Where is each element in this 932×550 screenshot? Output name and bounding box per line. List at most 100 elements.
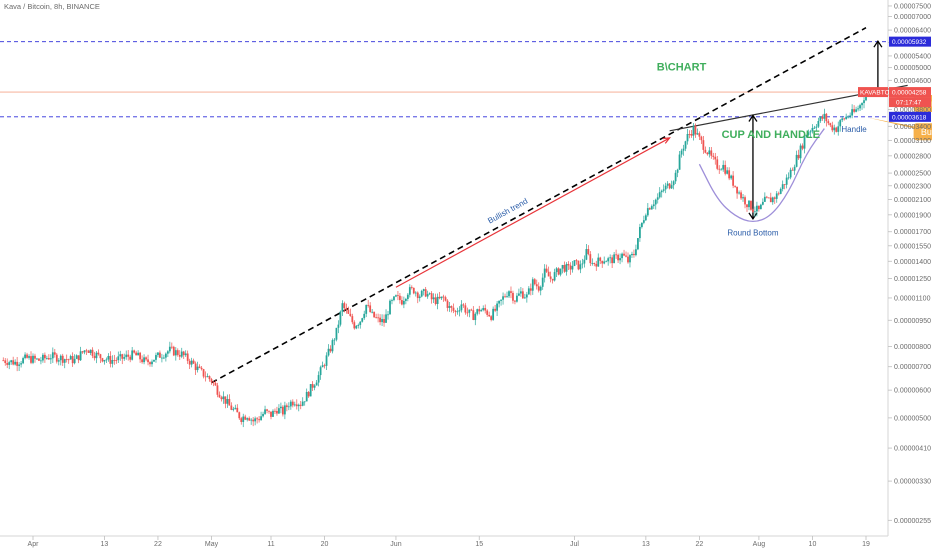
y-tick-label: 0.00001550: [894, 243, 931, 250]
candle-body: [516, 295, 518, 302]
candle-body: [55, 354, 58, 362]
callout-box[interactable]: [913, 123, 932, 141]
candle-body: [353, 322, 356, 329]
candle-body: [51, 352, 54, 359]
candle-body: [44, 354, 46, 359]
candle-body: [595, 263, 598, 267]
candle-body: [561, 265, 564, 269]
candle-body: [670, 185, 673, 189]
trendline-resistance[interactable]: [211, 27, 867, 384]
candle-body: [694, 125, 697, 135]
x-tick-label: 20: [321, 541, 329, 548]
annotation-cup-and-handle[interactable]: CUP AND HANDLE: [722, 129, 820, 141]
candle-body: [248, 418, 251, 421]
candle-body: [438, 296, 441, 299]
x-tick-label: 22: [696, 541, 704, 548]
candle-body: [28, 356, 30, 358]
candle-body: [815, 126, 818, 128]
candle-body: [575, 260, 578, 262]
candle-body: [250, 419, 253, 421]
candle-body: [763, 196, 766, 202]
candle-body: [18, 364, 21, 366]
y-tick-label: 0.00004600: [894, 78, 931, 85]
candle-body: [77, 355, 80, 361]
candle-body: [730, 175, 733, 179]
candle-body: [859, 105, 861, 109]
candle-body: [252, 419, 255, 422]
candle-body: [319, 367, 322, 376]
trend-arrowhead: [662, 137, 672, 144]
candle-body: [365, 304, 368, 314]
candle-body: [166, 351, 169, 354]
y-tick-label: 0.00000255: [894, 518, 931, 525]
candle-body: [658, 192, 661, 198]
candle-body: [163, 357, 165, 359]
candle-body: [863, 100, 865, 104]
candle-body: [97, 352, 100, 355]
candle-body: [726, 170, 729, 174]
candle-body: [377, 317, 379, 319]
candle-body: [714, 156, 717, 160]
candle-body: [684, 141, 687, 149]
time-axis[interactable]: Apr1322May1120Jun15Jul1322Aug1019Sep14: [28, 536, 932, 548]
candle-body: [855, 109, 857, 112]
candle-body: [738, 192, 740, 194]
candle-body: [537, 286, 540, 291]
candle-body: [514, 300, 516, 302]
candle-body: [795, 154, 798, 167]
candle-body: [218, 394, 221, 398]
trendline-bullish-trend[interactable]: [395, 137, 670, 288]
candle-body: [744, 197, 746, 205]
annotation-round-bottom[interactable]: Round Bottom: [727, 228, 778, 237]
candle-body: [432, 297, 435, 300]
candle-body: [404, 298, 407, 301]
candle-body: [680, 150, 683, 155]
candle-body: [61, 355, 64, 363]
candle-body: [583, 259, 586, 264]
candle-body: [220, 397, 223, 400]
candle-body: [541, 277, 544, 287]
candle-body: [399, 295, 401, 301]
y-tick-label: 0.00000330: [894, 479, 931, 486]
candle-body: [222, 396, 225, 400]
candle-body: [621, 253, 623, 259]
candle-body: [771, 197, 774, 203]
candle-body: [192, 360, 195, 364]
candle-body: [672, 181, 675, 186]
y-tick-label: 0.00002500: [894, 171, 931, 178]
candle-body: [490, 316, 493, 320]
candle-body: [341, 303, 344, 312]
candle-body: [839, 120, 842, 127]
candle-body: [567, 264, 570, 266]
candle-body: [69, 356, 72, 360]
y-tick-label: 0.00005000: [894, 65, 931, 72]
annotation-handle[interactable]: Handle: [841, 125, 867, 134]
price-axis[interactable]: 0.000075000.000070000.000064000.00005900…: [888, 3, 931, 525]
candle-body: [280, 406, 282, 409]
candle-body: [706, 152, 709, 155]
candle-body: [93, 355, 96, 359]
candle-body: [349, 313, 352, 317]
candle-body: [371, 311, 374, 313]
candle-body: [847, 116, 850, 118]
candle-body: [2, 360, 5, 362]
y-tick-label: 0.00000500: [894, 415, 931, 422]
candle-body: [571, 265, 574, 270]
candle-body: [311, 384, 314, 388]
candle-body: [420, 290, 423, 297]
candle-body: [8, 362, 11, 365]
candle-body: [147, 359, 149, 363]
candle-body: [47, 358, 50, 360]
candle-body: [274, 410, 276, 412]
candle-body: [635, 249, 637, 256]
candle-body: [773, 197, 776, 199]
candle-body: [397, 295, 399, 297]
annotation-b-chart[interactable]: B\CHART: [657, 62, 707, 74]
candle-body: [14, 361, 17, 365]
candle-body: [603, 261, 606, 264]
candle-body: [789, 169, 792, 178]
price-tags: 0.00005932 0.00004258 0.00003618 07:17:47 KA…: [858, 36, 931, 122]
candle-body: [176, 350, 179, 355]
measure-arrowhead-up: [873, 40, 883, 48]
